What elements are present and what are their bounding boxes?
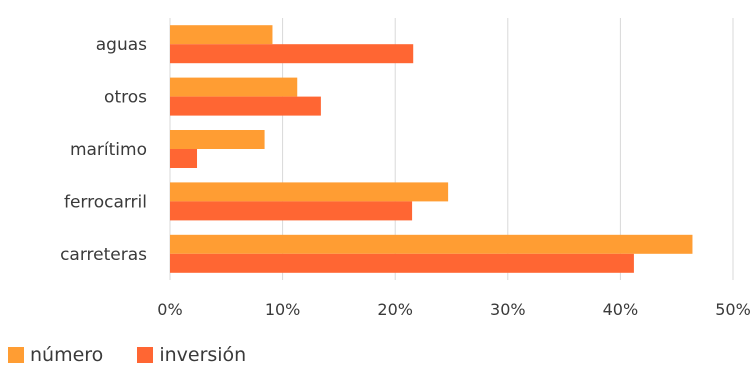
bar-inversion-maritimo: [170, 149, 198, 168]
x-tick-label: 0%: [157, 300, 182, 319]
bar-numero-aguas: [170, 25, 273, 45]
bar-inversion-carreteras: [170, 253, 634, 273]
legend-item-numero: número: [8, 345, 103, 365]
bar-numero-ferrocarril: [170, 182, 449, 202]
x-tick-label: 20%: [377, 300, 413, 319]
legend-swatch-numero: [8, 347, 24, 363]
bar-inversion-aguas: [170, 44, 414, 64]
category-label: aguas: [96, 35, 147, 55]
bar-inversion-otros: [170, 96, 321, 116]
bar-numero-maritimo: [170, 130, 265, 149]
legend: número inversión: [8, 345, 280, 365]
category-label: otros: [104, 88, 147, 108]
legend-label-inversion: inversión: [159, 344, 247, 366]
legend-swatch-inversion: [137, 347, 154, 363]
category-label: carreteras: [60, 245, 147, 265]
legend-item-inversion: inversión: [137, 345, 246, 365]
bar-numero-otros: [170, 77, 298, 97]
x-tick-label: 50%: [715, 300, 751, 319]
x-tick-label: 30%: [490, 300, 526, 319]
bar-chart: aguas otros marítimo ferrocarril carreteras 0…: [60, 18, 751, 319]
category-label: marítimo: [70, 140, 147, 160]
bar-inversion-ferrocarril: [170, 201, 413, 221]
x-tick-label: 40%: [603, 300, 639, 319]
bar-numero-carreteras: [170, 234, 693, 254]
legend-label-numero: número: [30, 344, 104, 366]
category-label: ferrocarril: [64, 192, 147, 212]
x-tick-label: 10%: [265, 300, 301, 319]
